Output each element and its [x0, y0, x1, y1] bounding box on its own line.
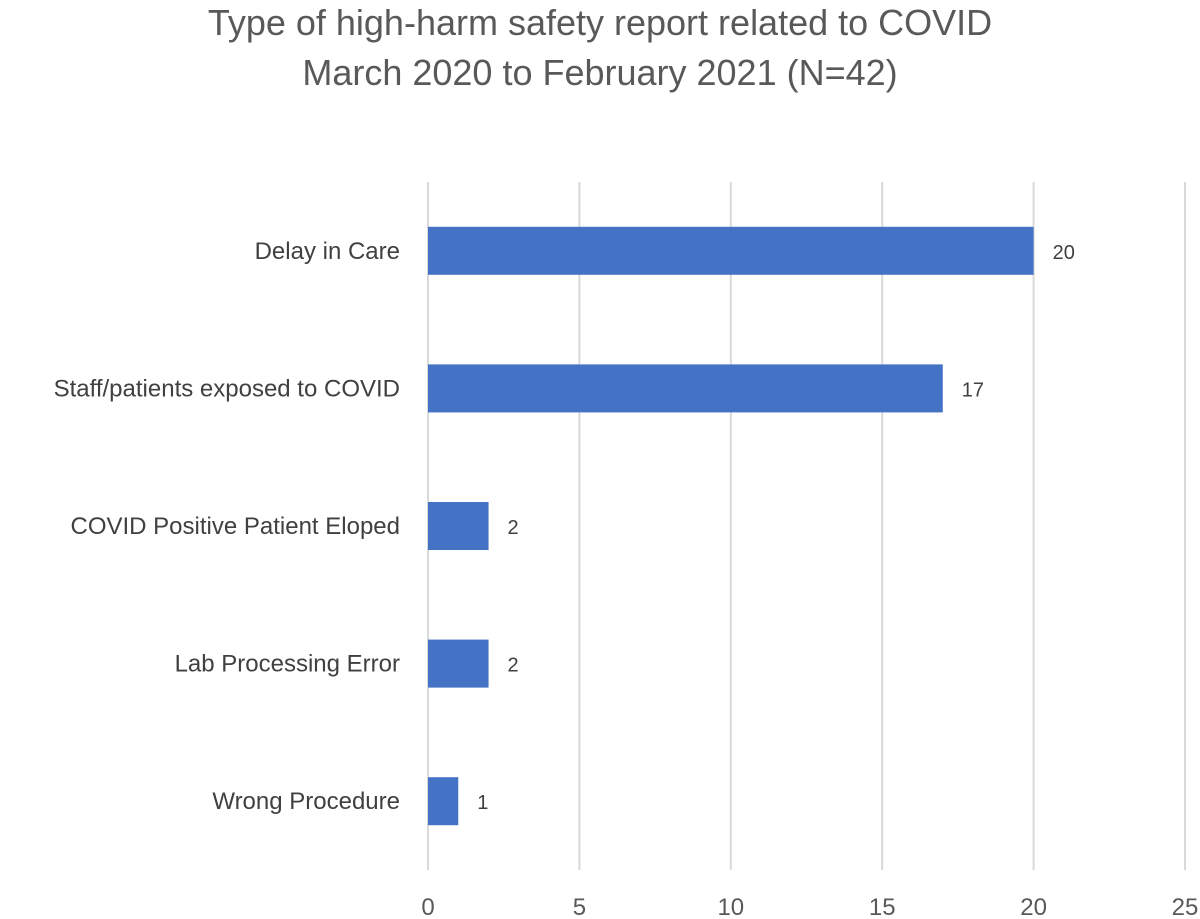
data-label: 1	[477, 792, 488, 814]
category-label: Staff/patients exposed to COVID	[54, 375, 400, 402]
category-label: Lab Processing Error	[175, 651, 400, 678]
bar	[428, 364, 943, 413]
data-label: 2	[508, 517, 519, 539]
chart-title: Type of high-harm safety report related …	[207, 2, 993, 43]
bar	[428, 777, 459, 826]
labels: 0 5 10 15 20 25 Delay in Care 20 Staff/patients …	[54, 238, 1199, 919]
bar	[428, 502, 489, 550]
data-label: 2	[508, 655, 519, 677]
x-tick-label: 10	[717, 894, 744, 919]
chart-subtitle: March 2020 to February 2021 (N=42)	[302, 52, 898, 93]
data-label: 17	[962, 379, 984, 401]
x-tick-label: 15	[869, 894, 896, 919]
category-label: COVID Positive Patient Eloped	[71, 513, 401, 540]
category-label: Wrong Procedure	[212, 788, 400, 815]
x-tick-label: 20	[1020, 894, 1047, 919]
x-tick-label: 25	[1172, 894, 1199, 919]
gridlines	[427, 182, 1186, 870]
category-label: Delay in Care	[255, 238, 400, 265]
bar	[428, 226, 1034, 275]
bars	[428, 226, 1034, 826]
x-tick-label: 5	[573, 894, 586, 919]
x-tick-label: 0	[421, 894, 434, 919]
bar	[428, 639, 489, 688]
data-label: 20	[1053, 242, 1075, 264]
